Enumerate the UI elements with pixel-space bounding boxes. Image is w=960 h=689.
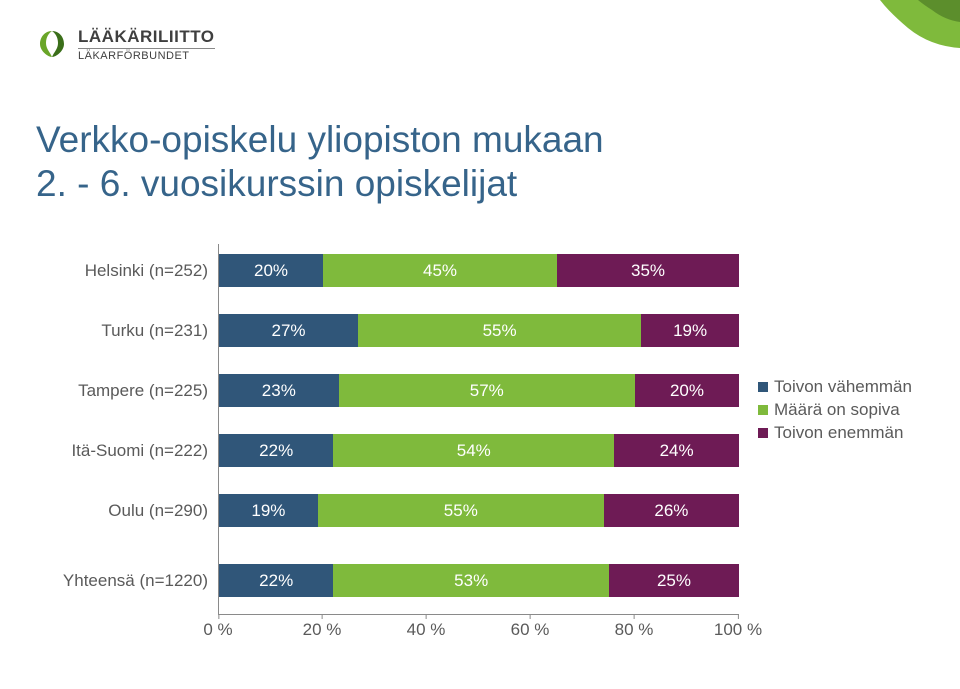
category-label: Itä-Suomi (n=222) <box>46 441 208 461</box>
legend-label: Toivon vähemmän <box>774 377 912 397</box>
bar-segment: 24% <box>614 434 739 467</box>
bar-segment: 35% <box>557 254 739 287</box>
x-tick: 60 % <box>511 620 550 640</box>
bar-row: 22%53%25% <box>219 564 739 597</box>
chart: Helsinki (n=252) Turku (n=231) Tampere (… <box>46 244 916 648</box>
corner-accent-icon <box>850 0 960 65</box>
brand-text: LÄÄKÄRILIITTO LÄKARFÖRBUNDET <box>78 28 215 62</box>
legend-swatch-icon <box>758 382 768 392</box>
plot-area: 20%45%35% 27%55%19% 23%57%20% 22%54%24% … <box>218 244 739 615</box>
bar-segment: 23% <box>219 374 339 407</box>
category-label: Helsinki (n=252) <box>46 261 208 281</box>
bar-row: 19%55%26% <box>219 494 739 527</box>
brand-sub-label: LÄKARFÖRBUNDET <box>78 48 215 63</box>
bar-segment: 45% <box>323 254 557 287</box>
legend-swatch-icon <box>758 428 768 438</box>
legend: Toivon vähemmän Määrä on sopiva Toivon e… <box>758 374 912 446</box>
bar-segment: 55% <box>358 314 641 347</box>
bar-segment: 22% <box>219 564 333 597</box>
x-axis: 0 % 20 % 40 % 60 % 80 % 100 % <box>218 620 738 644</box>
x-tick: 20 % <box>303 620 342 640</box>
legend-label: Toivon enemmän <box>774 423 903 443</box>
category-label: Yhteensä (n=1220) <box>46 571 208 591</box>
legend-label: Määrä on sopiva <box>774 400 900 420</box>
legend-item: Määrä on sopiva <box>758 400 912 420</box>
brand-logo-icon <box>36 28 68 60</box>
bar-segment: 20% <box>635 374 739 407</box>
legend-swatch-icon <box>758 405 768 415</box>
brand-main-label: LÄÄKÄRILIITTO <box>78 28 215 46</box>
bar-segment: 53% <box>333 564 609 597</box>
legend-item: Toivon vähemmän <box>758 377 912 397</box>
x-tick: 0 % <box>203 620 232 640</box>
title-line2: 2. - 6. vuosikurssin opiskelijat <box>36 163 517 204</box>
bar-segment: 25% <box>609 564 739 597</box>
bar-segment: 55% <box>318 494 604 527</box>
x-tick: 100 % <box>714 620 762 640</box>
bar-segment: 22% <box>219 434 333 467</box>
category-label: Oulu (n=290) <box>46 501 208 521</box>
category-label: Tampere (n=225) <box>46 381 208 401</box>
bar-row: 23%57%20% <box>219 374 739 407</box>
bar-segment: 57% <box>339 374 635 407</box>
x-tick: 80 % <box>615 620 654 640</box>
brand-block: LÄÄKÄRILIITTO LÄKARFÖRBUNDET <box>36 28 215 62</box>
bar-segment: 19% <box>641 314 739 347</box>
bar-row: 20%45%35% <box>219 254 739 287</box>
x-tick: 40 % <box>407 620 446 640</box>
category-label: Turku (n=231) <box>46 321 208 341</box>
slide-title: Verkko-opiskelu yliopiston mukaan 2. - 6… <box>36 118 604 205</box>
bar-segment: 20% <box>219 254 323 287</box>
bar-row: 22%54%24% <box>219 434 739 467</box>
bar-segment: 26% <box>604 494 739 527</box>
bar-segment: 54% <box>333 434 614 467</box>
bar-segment: 27% <box>219 314 358 347</box>
bar-segment: 19% <box>219 494 318 527</box>
title-line1: Verkko-opiskelu yliopiston mukaan <box>36 119 604 160</box>
bar-row: 27%55%19% <box>219 314 739 347</box>
legend-item: Toivon enemmän <box>758 423 912 443</box>
